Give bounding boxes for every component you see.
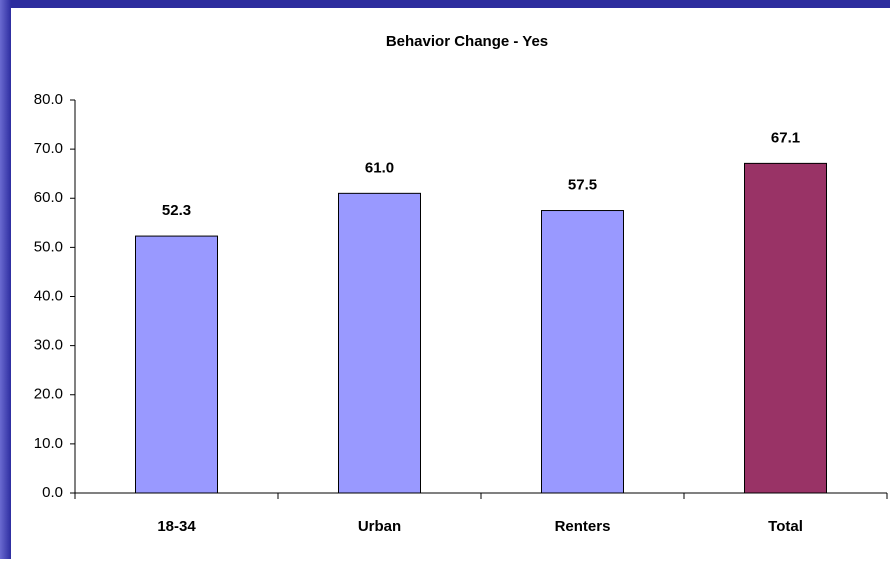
y-tick-label: 50.0 (34, 238, 63, 255)
x-tick-label: Renters (555, 518, 611, 535)
y-tick-label: 20.0 (34, 386, 63, 403)
bar (135, 235, 218, 494)
y-tick-label: 0.0 (42, 484, 63, 501)
x-tick-label: 18-34 (157, 518, 196, 535)
data-label: 67.1 (771, 129, 800, 146)
chart-title: Behavior Change - Yes (386, 33, 548, 50)
bar (541, 210, 624, 494)
x-tick-label: Urban (358, 518, 401, 535)
data-label: 57.5 (568, 177, 597, 194)
data-label: 52.3 (162, 202, 191, 219)
y-tick-label: 30.0 (34, 337, 63, 354)
y-tick-label: 70.0 (34, 140, 63, 157)
bar (744, 162, 827, 494)
x-tick-label: Total (768, 518, 803, 535)
data-label: 61.0 (365, 159, 394, 176)
frame-side (0, 0, 11, 559)
bar (338, 192, 421, 494)
y-tick-label: 10.0 (34, 435, 63, 452)
y-tick-label: 40.0 (34, 287, 63, 304)
y-tick-label: 60.0 (34, 189, 63, 206)
y-tick-label: 80.0 (34, 91, 63, 108)
